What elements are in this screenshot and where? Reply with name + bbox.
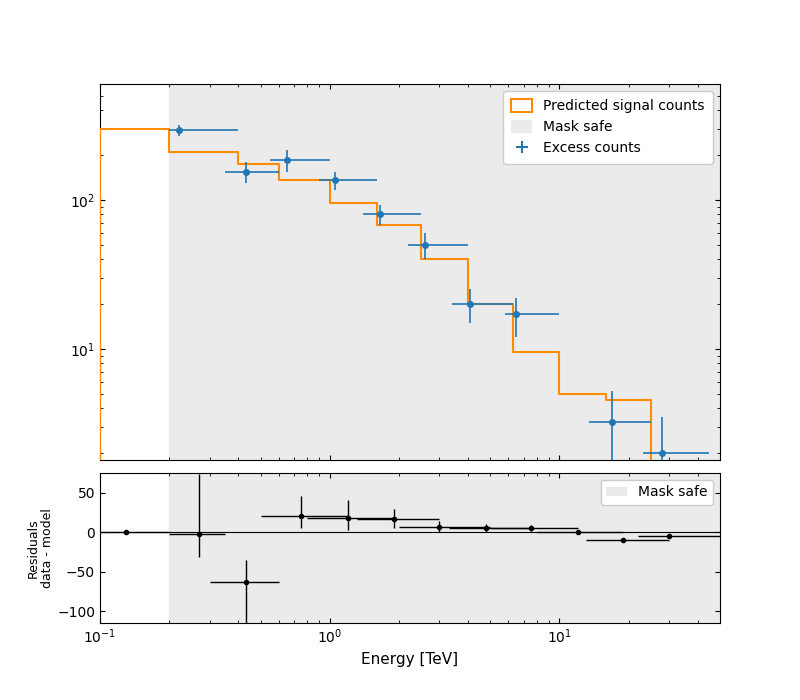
Legend: Predicted signal counts, Mask safe, Excess counts: Predicted signal counts, Mask safe, Exce…	[503, 91, 713, 164]
Legend: Mask safe: Mask safe	[601, 480, 713, 505]
Bar	[169, 473, 720, 623]
Y-axis label: Residuals
data - model: Residuals data - model	[26, 508, 54, 588]
Bar	[169, 84, 720, 460]
X-axis label: Energy [TeV]: Energy [TeV]	[362, 652, 458, 667]
